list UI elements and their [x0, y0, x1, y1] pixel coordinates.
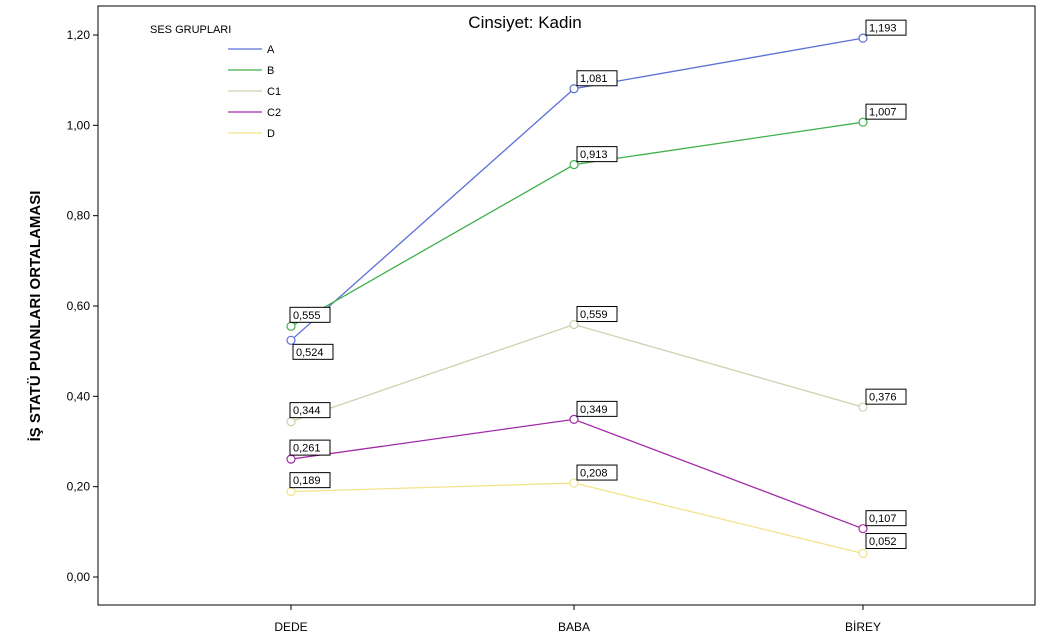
- data-point: [569, 84, 579, 94]
- series-d: 0,189 0,208 0,052: [286, 464, 907, 559]
- y-tick-label: 0,20: [67, 480, 91, 494]
- y-tick-label: 1,20: [67, 28, 91, 42]
- data-label: 1,007: [869, 107, 897, 119]
- y-tick-label: 0,80: [67, 209, 91, 223]
- y-tick-label: 0,40: [67, 389, 91, 403]
- x-axis: DEDE BABA BİREY: [274, 605, 881, 634]
- data-label-box: [865, 19, 907, 36]
- data-point: [858, 548, 868, 559]
- data-point: [569, 414, 579, 424]
- data-label: 0,559: [580, 309, 608, 321]
- series-c1: 0,344 0,559 0,376: [286, 306, 907, 427]
- legend-entry-label: D: [267, 128, 275, 140]
- y-tick-label: 0,60: [67, 299, 91, 313]
- legend-title: SES GRUPLARI: [150, 24, 231, 36]
- data-label: 0,208: [580, 468, 608, 480]
- data-point: [286, 454, 296, 464]
- series-a: 0,524 1,081 1,193: [286, 19, 907, 360]
- data-point: [286, 417, 296, 427]
- data-label: 1,081: [580, 73, 608, 85]
- data-point: [569, 319, 579, 330]
- chart-title: Cinsiyet: Kadin: [468, 13, 581, 32]
- data-point: [569, 478, 579, 488]
- data-label-box: [576, 70, 618, 87]
- data-point: [858, 402, 868, 412]
- legend-entry-label: C1: [267, 86, 281, 98]
- y-axis-label: İŞ STATÜ PUANLARI ORTALAMASI: [27, 191, 44, 442]
- data-label: 0,913: [580, 149, 608, 161]
- series-b: 0,555 0,913 1,007: [286, 103, 907, 331]
- data-label-box: [289, 439, 331, 456]
- data-point: [569, 160, 579, 170]
- data-label: 0,555: [293, 310, 321, 322]
- y-tick-label: 1,00: [67, 118, 91, 132]
- data-point: [858, 33, 868, 43]
- data-label: 0,189: [293, 475, 321, 487]
- data-label: 1,193: [869, 23, 897, 35]
- data-label-box: [576, 306, 618, 323]
- data-point: [286, 335, 296, 345]
- data-label-box: [576, 146, 618, 163]
- data-point: [858, 117, 868, 127]
- data-label-box: [289, 306, 331, 323]
- data-point: [286, 321, 296, 331]
- data-label-box: [289, 402, 331, 419]
- legend-entry-label: B: [267, 65, 274, 77]
- data-label-box: [289, 472, 331, 489]
- x-tick-label: BİREY: [845, 620, 881, 634]
- y-tick-label: 0,00: [67, 570, 91, 584]
- data-label: 0,524: [296, 347, 324, 359]
- data-label-box: [576, 400, 618, 417]
- data-label-box: [576, 464, 618, 481]
- data-point: [858, 524, 868, 534]
- series-c2: 0,261 0,349 0,107: [286, 400, 907, 534]
- data-label: 0,261: [293, 443, 321, 455]
- series-group: 0,524 1,081 1,193 0,555 0,913 1,007 0,344 0,559…: [286, 19, 907, 559]
- data-point: [286, 487, 296, 497]
- data-label: 0,376: [869, 392, 897, 404]
- data-label-box: [865, 103, 907, 120]
- data-label: 0,052: [869, 536, 897, 548]
- data-label-box: [292, 343, 334, 360]
- legend-entry-label: A: [267, 44, 275, 56]
- y-axis: 0,00 0,20 0,40 0,60 0,80 1,00 1,20: [67, 28, 98, 584]
- x-tick-label: BABA: [558, 620, 590, 634]
- data-label: 0,107: [869, 513, 897, 525]
- data-label-box: [865, 510, 907, 527]
- data-label-box: [865, 533, 907, 550]
- legend: SES GRUPLARI AB C1 C2 D: [150, 24, 281, 140]
- x-tick-label: DEDE: [274, 620, 307, 634]
- data-label: 0,349: [580, 404, 608, 416]
- data-label: 0,344: [293, 405, 321, 417]
- legend-entry-label: C2: [267, 107, 281, 119]
- data-label-box: [865, 388, 907, 405]
